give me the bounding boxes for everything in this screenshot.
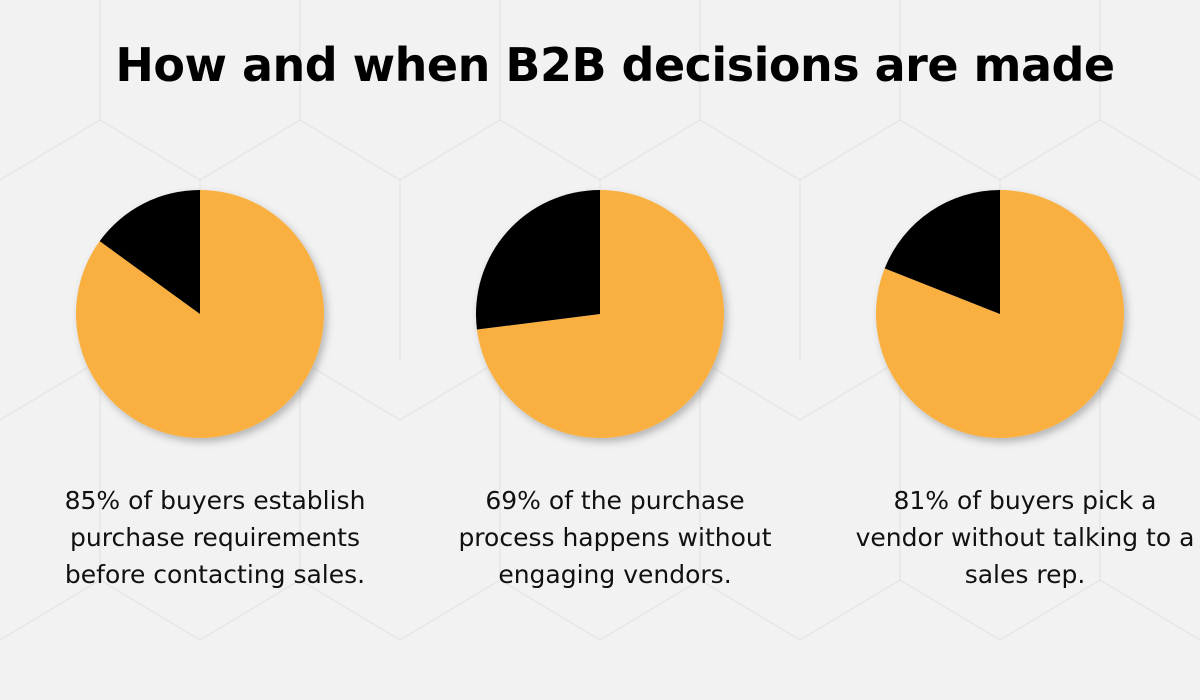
pie-slice (476, 190, 600, 330)
pie-slice (884, 190, 1000, 314)
caption: 81% of buyers pick a vendor without talk… (855, 486, 1195, 589)
pie (75, 190, 324, 438)
pie-slice (476, 189, 724, 438)
caption: 85% of buyers establish purchase require… (64, 486, 366, 589)
pie (476, 189, 724, 438)
caption: 69% of the purchase process happens with… (458, 486, 772, 589)
title: How and when B2B decisions are made (115, 38, 1115, 92)
pie (875, 190, 1124, 438)
pie-slice (99, 190, 200, 314)
